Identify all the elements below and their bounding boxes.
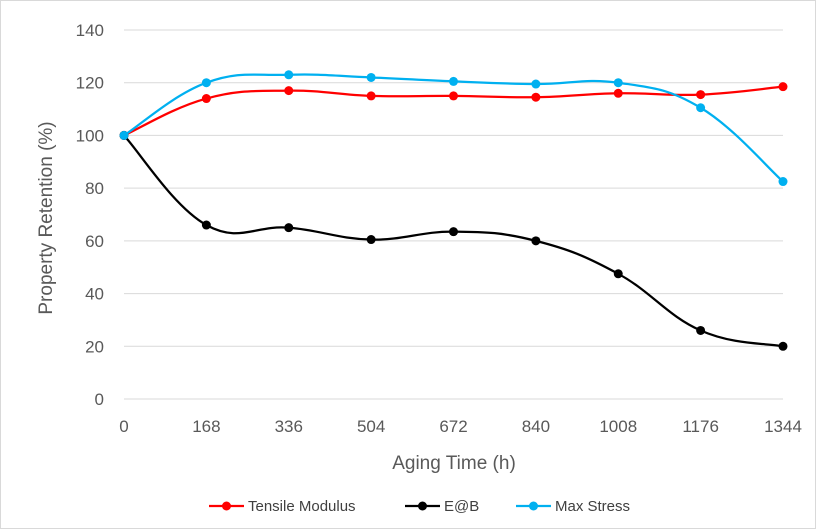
x-tick-label: 1008 <box>599 417 637 436</box>
x-tick-label: 1344 <box>764 417 802 436</box>
data-point <box>284 70 294 80</box>
data-point <box>201 78 211 88</box>
series-max-stress <box>119 70 788 187</box>
y-tick-label: 80 <box>85 179 104 198</box>
x-tick-label: 840 <box>522 417 550 436</box>
data-point <box>201 220 211 230</box>
x-axis-title: Aging Time (h) <box>392 453 516 474</box>
data-point <box>201 94 211 104</box>
x-tick-label: 0 <box>119 417 128 436</box>
data-point <box>366 91 376 101</box>
data-point <box>696 325 706 335</box>
x-axis-ticks: 0 168 336 504 672 840 1008 1176 1344 <box>119 417 802 436</box>
legend-label: E@B <box>444 498 479 515</box>
data-point <box>119 130 129 140</box>
legend-label: Tensile Modulus <box>248 498 356 515</box>
series-group <box>119 70 788 351</box>
data-point <box>449 91 458 101</box>
y-tick-label: 140 <box>76 21 104 40</box>
data-point <box>613 269 623 279</box>
data-point <box>531 236 541 246</box>
y-axis-title: Property Retention (%) <box>36 121 57 314</box>
data-point <box>778 82 788 92</box>
data-point <box>696 103 706 113</box>
legend: Tensile Modulus E@B Max Stress <box>209 498 630 515</box>
legend-label: Max Stress <box>555 498 630 515</box>
x-tick-label: 168 <box>192 417 220 436</box>
legend-item: Tensile Modulus <box>209 498 356 515</box>
gridlines <box>124 29 783 400</box>
x-tick-label: 336 <box>275 417 303 436</box>
data-point <box>778 341 788 351</box>
y-tick-label: 60 <box>85 232 104 251</box>
y-tick-label: 20 <box>85 337 104 356</box>
y-tick-label: 40 <box>85 285 104 304</box>
data-point <box>613 88 623 98</box>
data-point <box>284 86 294 96</box>
data-point <box>613 78 623 88</box>
data-point <box>449 76 458 86</box>
legend-item: Max Stress <box>516 498 630 515</box>
data-point <box>696 90 706 100</box>
data-point <box>366 72 376 82</box>
data-point <box>366 235 376 245</box>
legend-swatch-marker <box>222 501 231 511</box>
legend-swatch-marker <box>529 501 538 511</box>
data-point <box>284 223 294 233</box>
data-point <box>449 227 458 237</box>
data-point <box>778 177 788 187</box>
x-tick-label: 672 <box>439 417 467 436</box>
y-axis-ticks: 0 20 40 60 80 100 120 140 <box>76 21 104 409</box>
legend-swatch-marker <box>418 501 427 511</box>
y-tick-label: 100 <box>76 126 104 145</box>
data-point <box>531 79 541 89</box>
x-tick-label: 1176 <box>682 417 719 436</box>
legend-item: E@B <box>405 498 479 515</box>
y-tick-label: 120 <box>76 74 104 93</box>
data-point <box>531 92 541 102</box>
x-tick-label: 504 <box>357 417 385 436</box>
y-tick-label: 0 <box>95 390 104 409</box>
